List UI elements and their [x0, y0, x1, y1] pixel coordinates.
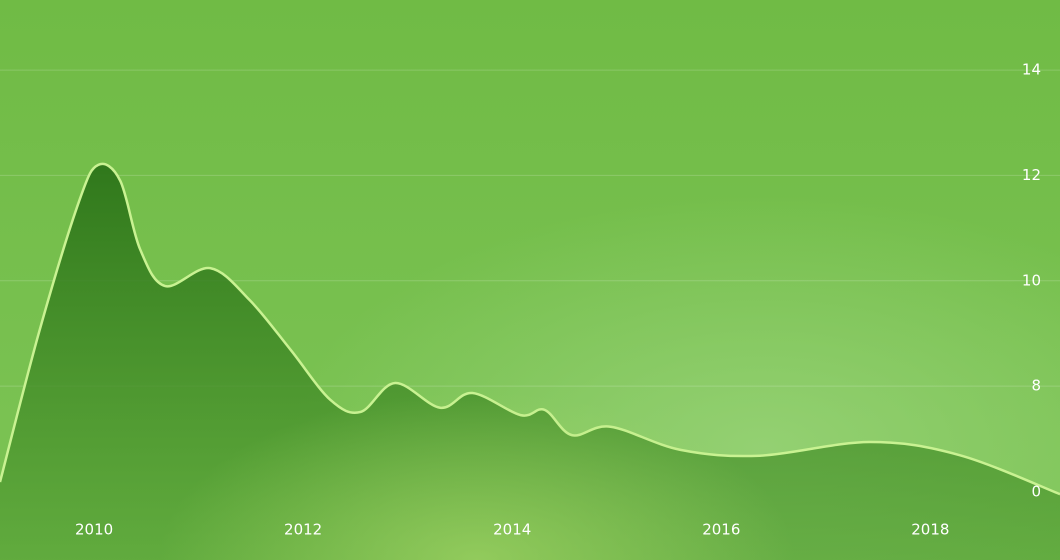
y-tick-label: 8 — [1031, 377, 1041, 395]
y-tick-label: 14 — [1022, 61, 1041, 79]
y-tick-label: 12 — [1022, 166, 1041, 184]
y-floor-label: 0 — [1031, 483, 1041, 501]
y-tick-label: 10 — [1022, 271, 1041, 289]
x-tick-label: 2016 — [702, 521, 740, 539]
x-tick-label: 2014 — [493, 521, 531, 539]
x-tick-label: 2012 — [284, 521, 322, 539]
x-tick-label: 2010 — [75, 521, 113, 539]
x-tick-label: 2018 — [911, 521, 949, 539]
